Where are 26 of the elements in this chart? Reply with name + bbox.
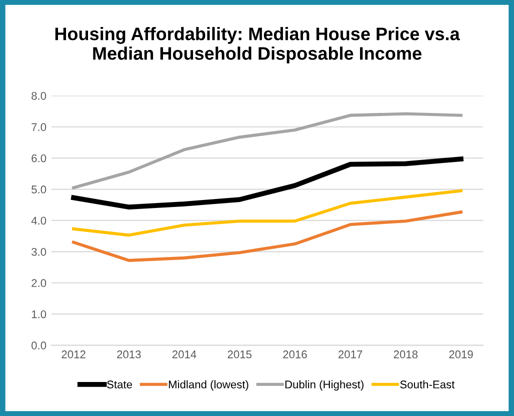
y-tick-label: 5.0 xyxy=(32,186,46,194)
legend-label: State xyxy=(107,380,132,388)
x-tick-label: 2018 xyxy=(394,350,418,358)
y-tick-label: 8.0 xyxy=(32,92,46,100)
y-tick-label: 4.0 xyxy=(31,216,46,225)
y-tick-label: 7.0 xyxy=(32,123,46,132)
x-tick-label: 2014 xyxy=(172,350,196,358)
x-tick-label: 2015 xyxy=(228,350,252,358)
y-tick-label: 3.0 xyxy=(32,248,46,256)
chart-title: Housing Affordability: Median House Price vs.a Median Household Disposable Income xyxy=(55,27,460,64)
y-tick-label: 2.0 xyxy=(32,279,46,288)
legend-label: Dublin (Highest) xyxy=(285,380,364,391)
x-tick-label: 2019 xyxy=(449,350,473,358)
line-series xyxy=(72,210,463,262)
line-series xyxy=(72,189,463,237)
y-tick-label: 1.0 xyxy=(32,310,46,318)
x-tick-label: 2016 xyxy=(283,350,307,358)
legend-label: Midland (lowest) xyxy=(168,380,248,391)
x-tick-label: 2012 xyxy=(62,350,86,358)
line-series xyxy=(71,156,464,210)
line-series xyxy=(72,112,463,190)
legend-label: South-East xyxy=(400,380,455,388)
x-tick-label: 2017 xyxy=(338,350,362,358)
y-tick-label: 6.0 xyxy=(32,154,46,162)
x-tick-label: 2013 xyxy=(117,350,141,358)
y-tick-label: 0.0 xyxy=(32,342,46,350)
